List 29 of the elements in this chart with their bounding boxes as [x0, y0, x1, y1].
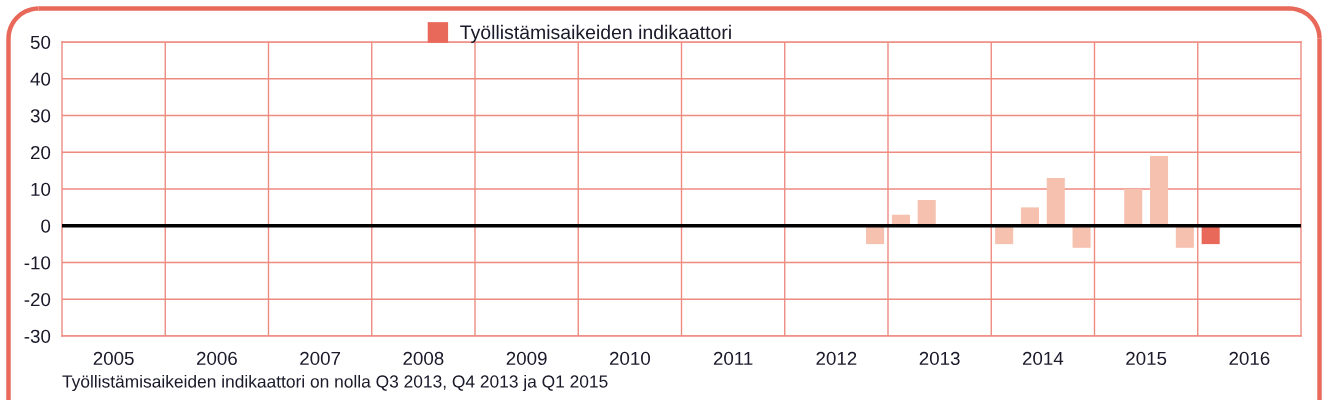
x-tick-label: 2011 [713, 351, 753, 366]
bar [1150, 155, 1169, 226]
y-tick-label: -10 [24, 256, 51, 270]
x-tick-label: 2012 [816, 351, 857, 366]
y-tick-label: -20 [24, 292, 51, 307]
text: Työllistämisaikeiden indikaattori on nolla Q3 2013, Q4 2013 ja Q1 2015 [62, 374, 608, 392]
x-tick-label: 2010 [609, 351, 650, 366]
bar [1124, 189, 1143, 226]
x-tick-label: 2015 [1126, 351, 1167, 366]
x-tick-label: 2013 [919, 351, 960, 366]
y-tick-label: 30 [30, 109, 51, 123]
bar [917, 200, 936, 226]
bar [1046, 177, 1065, 226]
x-tick-label: 2006 [196, 351, 237, 366]
x-tick-label: 2016 [1229, 351, 1270, 366]
x-tick-label: 2007 [300, 351, 341, 366]
legend-label: Työllistämisaikeiden indikaattori [460, 24, 731, 43]
y-tick-label: -30 [24, 329, 51, 343]
y-tick-label: 50 [30, 35, 51, 49]
bar [1072, 225, 1091, 248]
y-tick-label: 20 [30, 145, 51, 160]
bar [1175, 225, 1194, 248]
x-tick-label: 2014 [1022, 351, 1064, 366]
x-tick-label: 2008 [403, 351, 444, 366]
y-tick-label: 10 [31, 182, 51, 196]
y-tick-label: 40 [30, 72, 51, 86]
x-tick-label: 2005 [93, 351, 134, 366]
x-tick-label: 2009 [506, 351, 547, 366]
y-tick-label: 0 [41, 219, 51, 233]
